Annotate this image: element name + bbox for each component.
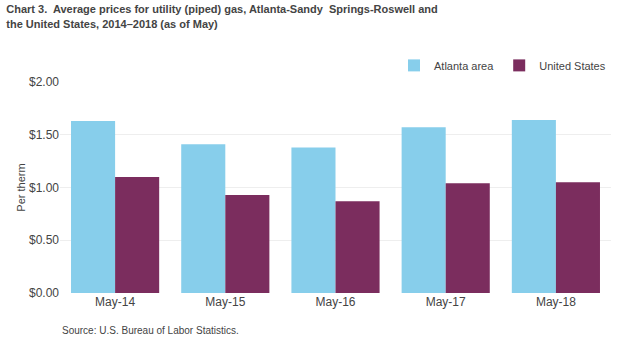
svg-text:$0.50: $0.50 [29, 233, 59, 247]
svg-text:Chart 3. Average prices for u: Chart 3. Average prices for utility (pip… [6, 3, 438, 29]
svg-text:$1.50: $1.50 [29, 128, 59, 142]
svg-text:Per therm: Per therm [15, 163, 27, 211]
svg-text:May-14: May-14 [95, 295, 135, 309]
svg-text:May-17: May-17 [426, 295, 466, 309]
svg-text:May-18: May-18 [536, 295, 576, 309]
svg-text:May-16: May-16 [315, 295, 355, 309]
svg-text:May-15: May-15 [205, 295, 245, 309]
svg-text:Atlanta area: Atlanta area [434, 60, 494, 72]
svg-text:$0.00: $0.00 [29, 286, 59, 300]
svg-text:United States: United States [539, 60, 606, 72]
svg-text:$1.00: $1.00 [29, 181, 59, 195]
svg-text:Source: U.S. Bureau of Labor S: Source: U.S. Bureau of Labor Statistics. [62, 325, 239, 336]
svg-text:$2.00: $2.00 [29, 75, 59, 89]
